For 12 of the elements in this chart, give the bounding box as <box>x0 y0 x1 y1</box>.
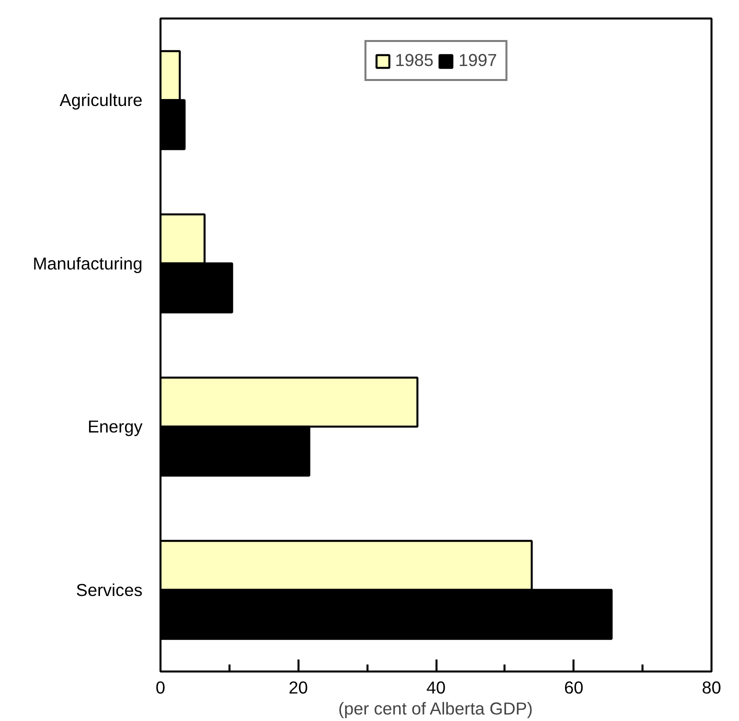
y-tick-label: Energy <box>88 416 143 437</box>
x-tick-label: 0 <box>156 678 166 698</box>
x-tick-label: 60 <box>564 678 584 698</box>
y-tick-label: Manufacturing <box>32 253 143 274</box>
x-axis-title: (per cent of Alberta GDP) <box>338 698 533 718</box>
legend-label: 1997 <box>458 50 498 71</box>
x-tick-label: 80 <box>702 678 722 698</box>
x-tick-label: 20 <box>288 678 308 698</box>
y-tick-label: Services <box>76 580 143 600</box>
legend-label: 1985 <box>394 50 434 71</box>
y-tick-label: Agriculture <box>60 90 143 110</box>
x-tick-label: 40 <box>426 678 446 698</box>
